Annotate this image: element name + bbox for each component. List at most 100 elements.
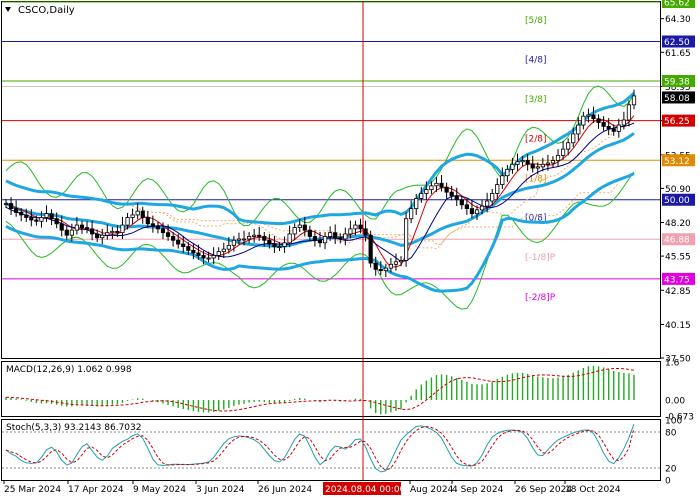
candle-body [378,268,383,272]
candle-body [596,118,601,123]
candle-body [363,228,368,236]
bollinger-lower-band [5,172,635,293]
candle-body [59,223,64,231]
candle-body [19,212,24,216]
stoch-axis-label: 100 [665,417,682,427]
candle-body [79,224,85,229]
candle-body [211,255,216,259]
macd-title: MACD(12,26,9) 1.062 0.998 [6,365,132,375]
candle-body [302,224,307,231]
murrey-price-tag [662,193,695,206]
macd-axis-label: -0.673 [665,413,694,423]
candle-body [150,223,155,227]
candle-body [373,262,378,270]
macd-axis-label: 0.00 [665,397,685,407]
murrey-level-label: [1/8] [525,174,547,184]
candle-body [155,225,161,230]
candle-body [601,122,606,127]
murrey-price-tag-label: 59.38 [664,77,690,87]
candle-body [611,128,616,132]
murrey-price-tag-label: 50.00 [664,196,690,206]
time-axis-label: Aug 2024 [410,485,454,495]
candle-body [358,224,363,230]
bollinger-upper-band [5,91,636,226]
candle-body [206,257,211,260]
candle-body [110,230,115,234]
candle-body [39,217,44,222]
candle-body [257,234,262,237]
time-axis-label: 18 Oct 2024 [565,485,621,495]
candle-body [34,219,39,222]
candle-body [530,163,535,169]
candle-body [388,263,394,269]
envelope-lower-line [5,171,635,310]
time-axis-label: 9 May 2024 [133,485,186,495]
candle-body [464,204,469,210]
candle-body [201,255,206,259]
candle-body [317,239,323,244]
murrey-price-tag [662,154,695,167]
murrey-price-tag [662,114,695,127]
time-cursor-tag [323,482,401,495]
candle-body [100,234,105,239]
candle-body [135,210,140,216]
candle-body [393,261,399,265]
murrey-price-tag-label: 56.25 [664,117,690,127]
candle-body [165,232,171,237]
candle-body [191,249,196,254]
candle-body [160,228,166,234]
murrey-level-label: [-1/8]P [525,253,556,263]
price-axis-tick-label: 48.20 [665,219,691,229]
candle-body [252,234,257,237]
candle-body [586,114,591,117]
candle-body [277,246,282,248]
candle-body [282,242,287,247]
price-axis-tick-label: 42.85 [665,287,691,297]
candle-body [591,114,596,120]
candle-body [322,236,328,244]
candle-body [510,163,515,170]
collapse-triangle-icon[interactable] [5,7,11,12]
murrey-price-tag-label: 62.50 [664,38,690,48]
time-axis-label: 26 Sep 2024 [515,485,572,495]
stoch-axis-label: 0 [665,477,671,487]
stoch-title: Stoch(5,3,3) 93.2143 86.7032 [6,423,141,433]
murrey-price-tag-label: 65.62 [664,0,690,9]
candle-body [130,214,135,218]
envelope-upper-line [5,85,635,227]
price-axis-tick-label: 37.50 [665,355,691,365]
murrey-price-tag [662,233,695,246]
macd-layer: 1.6 0.00 -0.673 [5,359,694,423]
price-axis-tick-label: 64.30 [665,15,691,25]
candle-body [409,208,414,220]
candle-body [272,243,277,247]
time-cursor-label: 2024.08.04 00:00 [325,485,406,495]
cloud-span-b [128,182,619,246]
candle-body [236,238,242,241]
candle-body [95,233,100,239]
candle-body [14,208,19,213]
candle-body [474,209,480,215]
candle-body [555,155,561,161]
candle-body [419,193,424,199]
candle-body [449,191,454,197]
candle-body [540,163,545,168]
candle-body [383,267,388,272]
candle-body [434,182,439,187]
time-axis-label: 4 Sep 2024 [452,485,504,495]
price-axis-tick-label: 61.65 [665,49,691,59]
candle-body [297,224,302,229]
candle-body [120,224,125,234]
candle-body [485,200,490,207]
time-axis-label: 25 Mar 2024 [4,485,61,495]
candle-body [333,232,338,239]
candle-body [343,233,348,240]
candle-body [525,160,530,165]
candle-body [626,104,632,121]
axis-layer: 64.3061.6558.9556.2553.5550.9048.2045.55… [3,0,695,495]
candle-body [54,218,59,225]
stoch-panel-frame [1,419,661,481]
candle-body [429,185,434,191]
